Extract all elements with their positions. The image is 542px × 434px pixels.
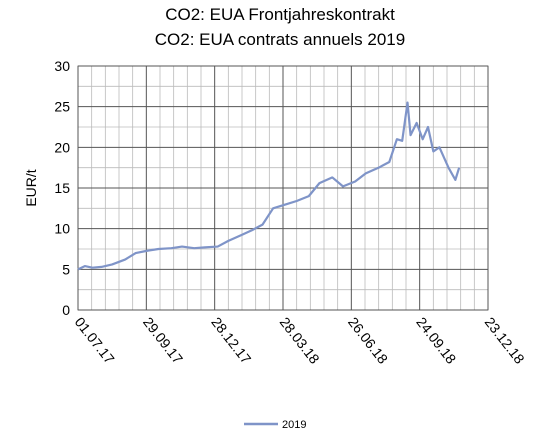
x-tick-label: 26.06.18 (345, 314, 391, 367)
x-tick-label: 29.09.17 (140, 314, 186, 367)
x-tick-label: 28.12.17 (208, 314, 254, 367)
legend-label: 2019 (282, 419, 306, 431)
y-tick-label: 10 (54, 221, 70, 237)
y-tick-label: 5 (62, 261, 70, 277)
x-tick-label: 01.07.17 (72, 314, 118, 367)
chart-subtitle: CO2: EUA contrats annuels 2019 (155, 30, 405, 49)
x-tick-label: 28.03.18 (277, 314, 323, 367)
y-axis-label: EUR/t (23, 169, 39, 206)
y-tick-label: 20 (54, 139, 70, 155)
x-tick-label: 24.09.18 (413, 314, 459, 367)
y-tick-label: 15 (54, 180, 70, 196)
y-tick-label: 25 (54, 99, 70, 115)
y-tick-label: 30 (54, 58, 70, 74)
y-tick-label: 0 (62, 302, 70, 318)
chart-title: CO2: EUA Frontjahreskontrakt (165, 5, 395, 24)
data-line (77, 101, 461, 271)
x-tick-label: 23.12.18 (482, 314, 528, 367)
